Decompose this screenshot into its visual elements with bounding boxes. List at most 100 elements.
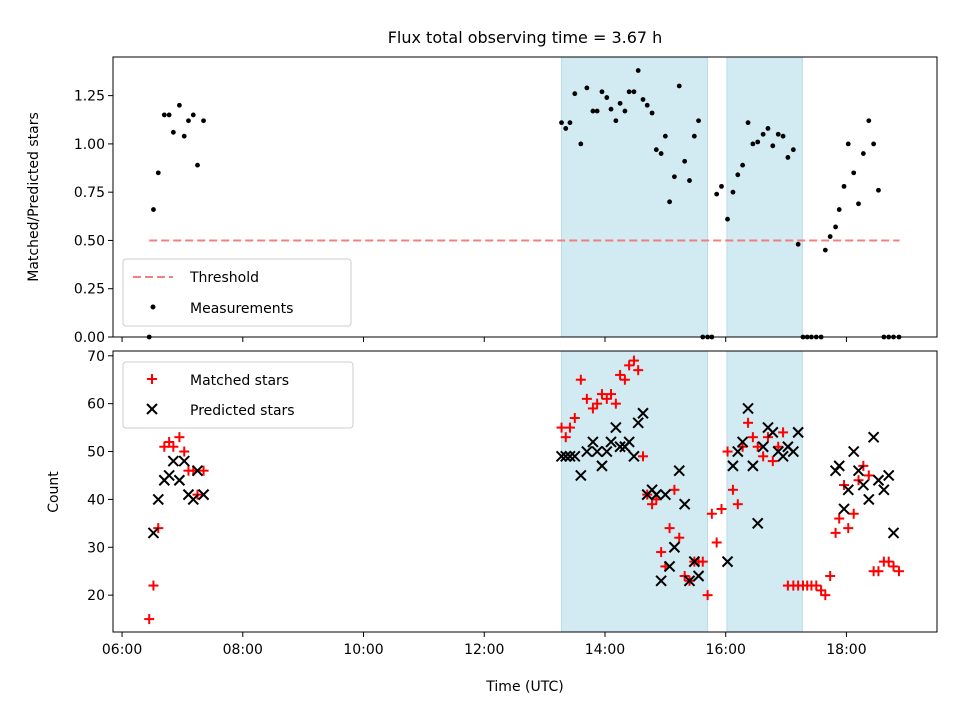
predicted-star-point — [605, 436, 617, 448]
threshold-legend-label: Threshold — [189, 270, 259, 286]
measurement-point — [572, 91, 578, 97]
predicted-star-point — [838, 503, 850, 515]
measurement-point — [604, 95, 610, 100]
measurement-point — [644, 102, 650, 108]
bottom-panel: 20 30 40 50 60 70 06:00 08:00 10:00 12:00 14:00 16… — [46, 349, 938, 695]
x-tick-label: 16:00 — [706, 642, 746, 658]
y-tick-label: 40 — [87, 492, 105, 508]
matched-star-point — [888, 561, 899, 572]
predicted-legend-label: Predicted stars — [190, 403, 295, 419]
measurement-point — [822, 247, 828, 253]
matched-star-point — [624, 360, 635, 371]
predicted-star-point — [591, 445, 603, 458]
top-x-ticks — [121, 337, 847, 342]
measurement-point — [190, 112, 196, 118]
measurement-point — [866, 118, 872, 124]
predicted-star-point — [887, 527, 900, 539]
measurement-point — [833, 224, 838, 230]
predicted-star-point — [732, 445, 744, 458]
matched-star-point — [848, 508, 859, 519]
matched-star-point — [564, 422, 575, 433]
matched-star-point — [830, 527, 841, 538]
y-tick-label: 50 — [87, 445, 105, 461]
measurement-point — [790, 147, 796, 153]
measurement-point — [594, 108, 600, 114]
matched-legend-swatch — [147, 374, 157, 384]
matched-star-point — [669, 484, 680, 495]
matched-star-point — [873, 566, 884, 577]
shaded-interval-2 — [726, 350, 803, 633]
predicted-star-point — [623, 436, 635, 448]
predicted-star-point — [742, 402, 754, 415]
predicted-star-point — [747, 460, 759, 472]
predicted-star-point — [197, 488, 210, 501]
measurement-point — [563, 126, 569, 131]
matched-star-point — [619, 374, 630, 385]
top-axes-frame — [112, 56, 938, 338]
y-tick-label: 70 — [87, 349, 105, 365]
y-tick-label: 1.00 — [74, 137, 105, 153]
matched-legend-label: Matched stars — [190, 373, 289, 389]
x-tick-label: 06:00 — [102, 642, 142, 658]
measurement-point — [667, 199, 672, 205]
measurement-point — [177, 102, 182, 108]
predicted-star-point — [569, 450, 581, 463]
measurement-point — [151, 207, 156, 212]
predicted-star-point — [587, 436, 599, 448]
x-tick-label: 12:00 — [464, 642, 504, 658]
matched-star-point — [883, 556, 894, 567]
measurement-point — [649, 110, 655, 116]
bottom-y-ticks: 20 30 40 50 60 70 — [87, 349, 113, 604]
matched-star-point — [581, 393, 592, 404]
matched-star-point — [727, 484, 738, 495]
predicted-star-point — [564, 450, 576, 463]
predicted-star-point — [152, 493, 164, 506]
predicted-star-point — [178, 455, 190, 467]
predicted-star-point — [187, 493, 199, 506]
measurement-point — [584, 85, 590, 91]
matched-star-point — [811, 580, 822, 591]
measurement-point — [780, 133, 786, 139]
matched-star-point — [843, 523, 854, 534]
matched-star-point — [615, 369, 626, 380]
bottom-y-axis-label: Count — [46, 471, 62, 513]
matched-star-point — [174, 432, 185, 443]
measurement-point — [730, 189, 736, 195]
measurement-point — [161, 112, 167, 118]
measurement-point — [640, 97, 646, 102]
measurement-point — [626, 89, 632, 95]
measurement-point — [836, 207, 842, 212]
matched-star-point — [159, 441, 170, 452]
predicted-star-point — [628, 450, 640, 463]
measurement-point — [687, 178, 692, 183]
predicted-star-point — [632, 417, 644, 429]
predicted-star-point — [659, 488, 672, 501]
bottom-legend-box — [122, 361, 354, 429]
matched-star-point — [674, 532, 685, 543]
matched-stars-points — [144, 355, 904, 625]
predicted-star-point — [787, 445, 800, 458]
matched-star-point — [711, 537, 722, 548]
matched-star-point — [148, 580, 159, 591]
x-tick-label: 18:00 — [826, 642, 866, 658]
y-tick-label: 30 — [87, 540, 105, 556]
matched-star-point — [706, 508, 717, 519]
predicted-star-point — [692, 570, 705, 582]
measurement-point — [750, 141, 756, 147]
measurement-point — [672, 174, 677, 180]
matched-star-point — [778, 427, 789, 438]
measurement-point — [755, 139, 761, 145]
measurement-point — [599, 89, 605, 95]
predicted-star-point — [673, 464, 685, 477]
predicted-star-point — [736, 436, 749, 448]
measurement-point — [696, 118, 701, 124]
matched-star-point — [179, 446, 190, 457]
measurement-point — [155, 170, 161, 176]
measurement-point — [613, 118, 619, 124]
matched-star-point — [144, 614, 155, 625]
predicted-star-point — [668, 541, 681, 553]
measurement-point — [845, 141, 851, 147]
measurement-point — [871, 141, 877, 147]
matched-star-point — [610, 398, 621, 409]
